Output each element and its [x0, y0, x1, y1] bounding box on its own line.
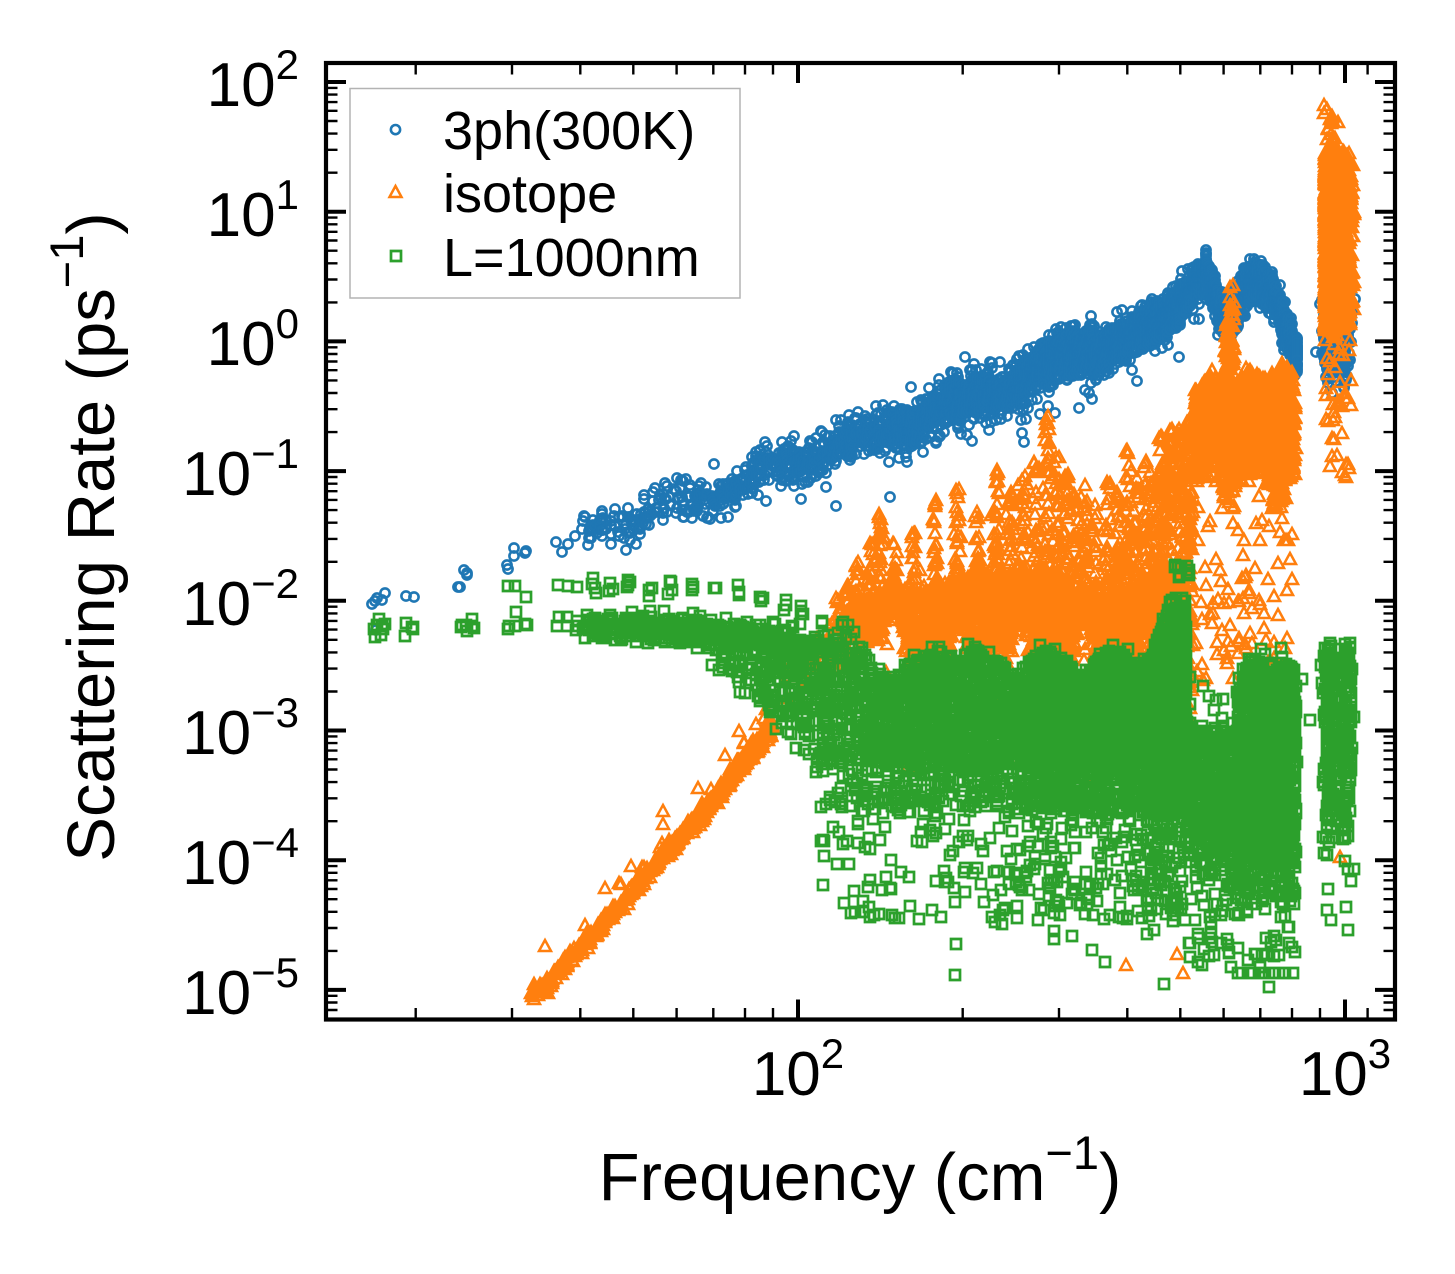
svg-text:10−4: 10−4	[182, 819, 299, 898]
svg-text:102: 102	[207, 41, 299, 120]
svg-text:Frequency (cm−1): Frequency (cm−1)	[599, 1126, 1122, 1215]
svg-text:3ph(300K): 3ph(300K)	[443, 101, 695, 161]
svg-text:103: 103	[1299, 1030, 1391, 1109]
svg-text:L=1000nm: L=1000nm	[443, 228, 700, 288]
svg-text:100: 100	[207, 300, 299, 379]
svg-text:10−3: 10−3	[182, 689, 299, 768]
svg-text:isotope: isotope	[443, 164, 617, 224]
svg-text:10−1: 10−1	[182, 430, 299, 509]
svg-text:10−5: 10−5	[182, 949, 299, 1028]
svg-text:10−2: 10−2	[182, 560, 299, 639]
svg-text:101: 101	[207, 171, 299, 250]
svg-text:102: 102	[752, 1030, 844, 1109]
svg-text:Scattering Rate (ps−1): Scattering Rate (ps−1)	[40, 212, 129, 861]
